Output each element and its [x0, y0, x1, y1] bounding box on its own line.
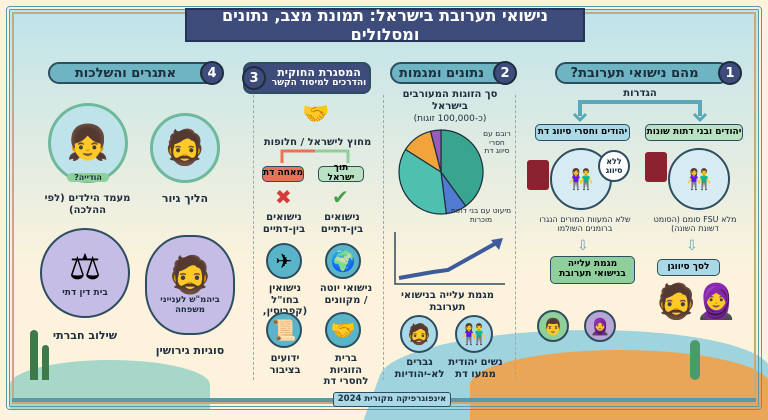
- section1-title: מהם נישואי תערובת?: [555, 62, 730, 84]
- item-handshake-label: ברית הזוגיות לחסרי דת: [323, 353, 369, 387]
- tree-icon: [30, 330, 38, 380]
- pie-slice-0: [440, 129, 484, 207]
- arrow-down-icon: ⇩: [686, 238, 698, 254]
- pie-subtitle: (כ-100,000 זוגות): [413, 114, 487, 124]
- section3-title-line1: המסגרת החוקית: [277, 66, 361, 79]
- passport-icon: [645, 152, 667, 182]
- section1-number: 1: [718, 61, 742, 85]
- x-icon: ✖: [275, 185, 292, 209]
- plane-icon: ✈: [266, 243, 302, 279]
- integration-label: שילוב חברתי: [52, 329, 118, 342]
- divider: [253, 95, 254, 380]
- children-label: מעמד הילדים (לפי ההלכה): [44, 193, 131, 216]
- children-illustration: 👧: [48, 103, 128, 183]
- pie-label-minority: מיעוט עם בני דתות מוכרות: [450, 206, 512, 224]
- man-avatar: 🧔: [400, 315, 438, 353]
- rabbi-icon: 🧔: [167, 255, 213, 297]
- conversion-label: הליך גיור: [161, 192, 209, 205]
- trend-arrowhead: [491, 238, 503, 250]
- couple-avatar: 👫: [455, 315, 493, 353]
- page-title: נישואי תערובת בישראל: תמונת מצב, נתונים …: [185, 6, 585, 44]
- section3-number: 3: [242, 66, 266, 90]
- woman-hijab-avatar: 🧕: [584, 310, 616, 342]
- tree-icon: [42, 345, 49, 380]
- scales-icon: ⚖: [68, 247, 102, 289]
- man-avatar: 👨: [537, 310, 569, 342]
- footer-credit: אינפוגרפיקה מקורית 2024: [333, 392, 451, 407]
- pie-label-majority: רובם עם חסרי סיווג דת: [483, 129, 511, 156]
- pie-chart: [398, 129, 484, 215]
- check-icon: ✔: [332, 185, 349, 209]
- section4-title: אתגרים והשלכות: [48, 62, 223, 84]
- divider: [515, 95, 516, 380]
- outside-israel-label: מחוץ לישראל / חלופות: [263, 137, 372, 148]
- section4-number: 4: [200, 61, 224, 85]
- couple-illustration: 👫: [668, 148, 730, 210]
- pie-title: סך הזוגות המעורבים בישראל: [402, 89, 498, 112]
- box-jews-other-religions: יהודים ובני דתות שונות: [645, 124, 743, 141]
- split-arrow-icon: [280, 149, 350, 163]
- arrow-down-icon: ⇩: [577, 238, 589, 254]
- section2-number: 2: [493, 61, 517, 85]
- handshake-icon: 🤝: [325, 312, 361, 348]
- section2-title: נתונים ומגמות: [390, 62, 515, 84]
- pie-slice-4: [429, 129, 442, 173]
- trend-axes: [394, 232, 505, 285]
- cactus-icon: [690, 340, 700, 380]
- woman-hijab-illustration: 🧕: [695, 282, 738, 322]
- group-men: גברים לא-יהודיות: [394, 357, 445, 380]
- jewish-tag: הודייה?: [67, 173, 109, 183]
- rabbi-illustration: 🧔: [150, 113, 220, 183]
- item-document-label: ידועים בציבור: [269, 353, 301, 376]
- trend-box: מגמת עלייה בנישואי תערובת: [550, 256, 635, 284]
- allowed-label: נישואים בין-דתיים: [320, 212, 364, 235]
- handshake-icon: 🤝: [302, 102, 330, 127]
- section3-title-line2: והדרכים למיסוד הקשר: [271, 78, 367, 89]
- not-allowed-label: נישואים בין-דתיים: [262, 212, 306, 235]
- passport-icon: [527, 160, 549, 190]
- inside-israel-box: תוך ישראל: [318, 163, 364, 183]
- group-women: נשים יהודית ממעו דת: [448, 357, 503, 380]
- box-jews-no-religion: יהודים וחסרי סיווג דת: [535, 124, 630, 141]
- scales-illustration: ⚖ בית דין דתי: [40, 228, 130, 318]
- divorce-court-label: ביהמ"ש לענייני משפחה: [160, 295, 220, 315]
- religious-court-label: בית דין דתי: [62, 288, 108, 299]
- rabbi-court-illustration: 🧔 ביהמ"ש לענייני משפחה: [145, 235, 235, 335]
- divorce-label: סוגיות גירושין: [155, 344, 225, 357]
- forbidden-box: מאחה דת: [262, 166, 304, 182]
- trend-line-chart: [394, 232, 505, 285]
- definitions-label: הגדרות: [623, 88, 657, 99]
- certificate-icon: 📜: [266, 312, 302, 348]
- sky-background: [10, 10, 758, 270]
- divider: [383, 95, 384, 380]
- caption-left: שלא המעוות המורים הנגרו ברומנים השולמו: [539, 215, 631, 234]
- trend-label: מגמת עלייה בנישואי תערובת: [400, 290, 495, 313]
- caption-right: מלא FSU סומם (הסומט דשונת השונה): [653, 215, 737, 234]
- rabbi-illustration: 🧔: [655, 282, 698, 322]
- globe-icon: 🌍: [325, 243, 361, 279]
- split-arrow-icon: [572, 100, 708, 122]
- sum-box: לסך סיווגן: [657, 259, 720, 276]
- trend-line: [398, 240, 499, 280]
- pie-slice-2: [398, 148, 447, 215]
- no-classification-bubble: ללא סיווג: [598, 150, 630, 182]
- item-globe-label: נישואי יוטה / מקוונים: [319, 283, 373, 306]
